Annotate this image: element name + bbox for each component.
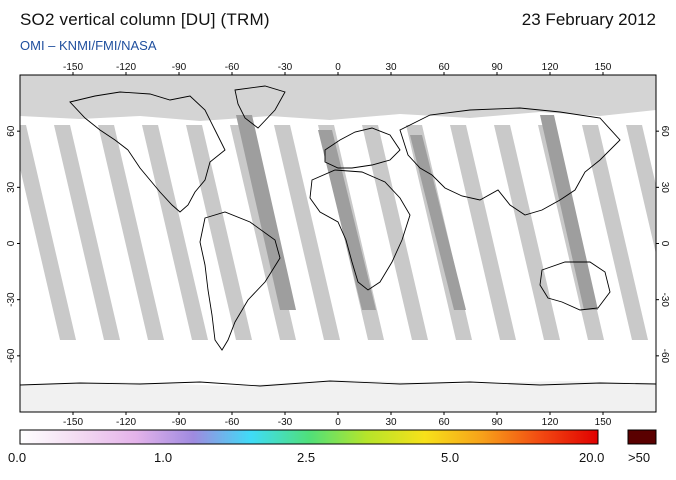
orbit-gap-stripe — [494, 125, 560, 340]
lon-tick-label-bottom: -90 — [172, 417, 187, 428]
orbit-gap-stripe — [626, 125, 656, 254]
lat-tick-label-left: 30 — [6, 181, 17, 193]
lon-tick-label-top: 60 — [438, 62, 450, 73]
orbit-gap-stripe — [450, 125, 516, 340]
lon-tick-label-bottom: 120 — [542, 417, 559, 428]
coast-north-america — [69, 91, 226, 213]
colorbar-label-1: 1.0 — [154, 450, 173, 465]
colorbar-label-4: 20.0 — [579, 450, 605, 465]
orbit-gap-stripe — [274, 125, 340, 340]
coast-antarctica — [20, 380, 656, 387]
lon-tick-label-bottom: 60 — [438, 417, 450, 428]
lon-tick-label-bottom: -30 — [278, 417, 293, 428]
colorbar-overflow-swatch — [627, 429, 657, 445]
colorbar-label-0: 0.0 — [8, 450, 27, 465]
orbit-gap-stripe — [142, 125, 208, 340]
lat-tick-label-right: 0 — [659, 241, 670, 247]
orbit-gap-stripe — [582, 125, 648, 340]
lon-tick-label-top: 150 — [595, 62, 612, 73]
colorbar — [19, 429, 599, 445]
coast-europe — [324, 127, 401, 169]
latitude-ticks-left: 60 30 0 -30 -60 — [6, 125, 20, 363]
lon-tick-label-bottom: 30 — [385, 417, 397, 428]
lat-tick-label-left: -30 — [6, 292, 17, 307]
coastlines — [20, 85, 656, 387]
data-source-credit: OMI – KNMI/FMI/NASA — [20, 38, 157, 53]
lon-tick-label-top: -150 — [63, 62, 83, 73]
lon-tick-label-top: 30 — [385, 62, 397, 73]
lat-tick-label-left: 0 — [6, 240, 17, 246]
map-date: 23 February 2012 — [521, 10, 656, 29]
lon-tick-label-top: 90 — [491, 62, 503, 73]
map-title: SO2 vertical column [DU] (TRM) — [20, 10, 270, 29]
longitude-ticks-bottom: -150 -120 -90 -60 -30 0 30 60 90 120 150 — [63, 412, 612, 428]
orbit-overlap-stripe — [540, 115, 598, 310]
lat-tick-label-right: 60 — [659, 126, 670, 138]
orbit-gap-stripe — [54, 125, 120, 340]
colorbar-label-5: >50 — [628, 450, 651, 465]
orbit-overlap-stripe — [318, 130, 376, 310]
orbit-gap-stripe — [186, 125, 252, 340]
lon-tick-label-top: -120 — [116, 62, 136, 73]
coast-asia — [399, 107, 621, 216]
lon-tick-label-bottom: -60 — [225, 417, 240, 428]
antarctic-no-data-area — [20, 380, 656, 412]
colorbar-label-3: 5.0 — [441, 450, 460, 465]
lat-tick-label-left: 60 — [6, 125, 17, 137]
lon-tick-label-top: -90 — [172, 62, 187, 73]
lon-tick-label-top: 120 — [542, 62, 559, 73]
map-plot-area — [20, 75, 656, 412]
colorbar-label-2: 2.5 — [297, 450, 316, 465]
coast-greenland — [234, 85, 286, 129]
lon-tick-label-top: -60 — [225, 62, 240, 73]
lon-tick-label-top: 0 — [335, 62, 341, 73]
orbit-overlap-stripe — [236, 115, 296, 310]
lat-tick-label-right: -60 — [659, 349, 670, 364]
lon-tick-label-bottom: -120 — [116, 417, 136, 428]
orbit-overlap-stripe — [410, 135, 466, 310]
longitude-ticks-top: -150 -120 -90 -60 -30 0 30 60 90 120 150 — [63, 62, 612, 75]
coast-south-america — [199, 211, 281, 351]
orbit-gap-stripe — [20, 125, 76, 340]
lon-tick-label-bottom: -150 — [63, 417, 83, 428]
map-background — [20, 75, 656, 412]
lon-tick-label-bottom: 150 — [595, 417, 612, 428]
lon-tick-label-bottom: 0 — [335, 417, 341, 428]
orbit-gap-stripe — [98, 125, 164, 340]
lat-tick-label-right: 30 — [659, 182, 670, 194]
lat-tick-label-right: -30 — [659, 292, 670, 307]
arctic-no-data-area — [20, 75, 656, 121]
coast-australia — [539, 261, 611, 311]
coast-africa — [309, 169, 411, 291]
lat-tick-label-left: -60 — [6, 348, 17, 363]
lon-tick-label-top: -30 — [278, 62, 293, 73]
lon-tick-label-bottom: 90 — [491, 417, 503, 428]
latitude-ticks-right: 60 30 0 -30 -60 — [656, 126, 670, 364]
orbit-gap-stripes — [20, 115, 656, 340]
